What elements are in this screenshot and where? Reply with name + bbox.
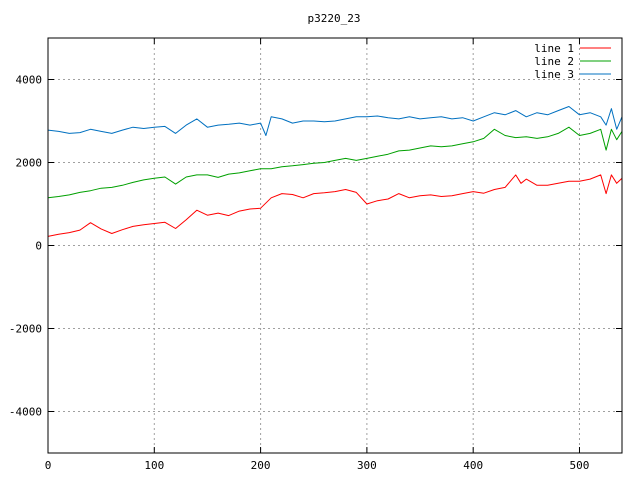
series-line-3: [47, 106, 623, 136]
y-tick-label: -4000: [9, 406, 42, 419]
x-tick-label: 500: [570, 459, 590, 472]
series-group: [47, 106, 623, 237]
y-tick-label: -2000: [9, 323, 42, 336]
x-tick-label: 200: [251, 459, 271, 472]
y-tick-label: 2000: [16, 157, 43, 170]
series-line-2: [47, 126, 623, 199]
grid: [47, 38, 622, 453]
x-tick-label: 400: [463, 459, 483, 472]
x-tick-label: 300: [357, 459, 377, 472]
axis-ticks: 0 100 200 300 400 500 -4000 -2000 0 2000 4000: [9, 38, 622, 472]
x-tick-label: 100: [144, 459, 164, 472]
legend-label: line 1: [534, 42, 574, 55]
legend-label: line 2: [534, 55, 574, 68]
legend-label: line 3: [534, 68, 574, 81]
chart-title: p3220_23: [308, 12, 361, 25]
y-tick-label: 4000: [16, 74, 43, 87]
plot-frame: [47, 37, 623, 454]
series-line-1: [47, 174, 623, 237]
x-tick-label: 0: [45, 459, 52, 472]
y-tick-label: 0: [35, 240, 42, 253]
